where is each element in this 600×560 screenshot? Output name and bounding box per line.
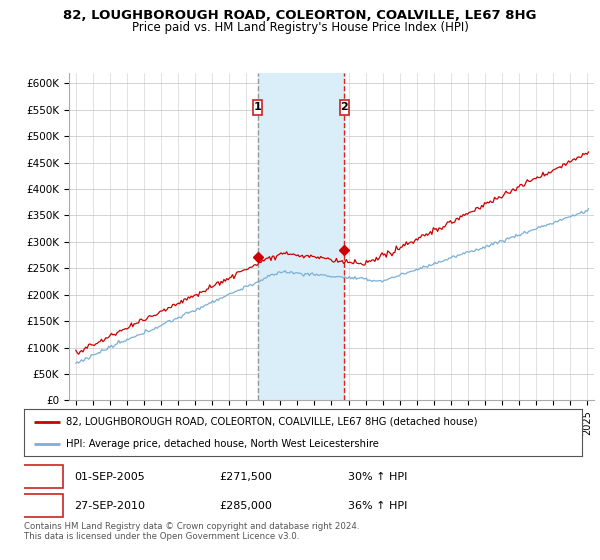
Text: 1: 1 (254, 102, 262, 112)
Text: £271,500: £271,500 (220, 472, 272, 482)
Text: 1: 1 (39, 472, 47, 482)
Text: Contains HM Land Registry data © Crown copyright and database right 2024.
This d: Contains HM Land Registry data © Crown c… (24, 522, 359, 542)
Text: 27-SEP-2010: 27-SEP-2010 (74, 501, 145, 511)
Text: Price paid vs. HM Land Registry's House Price Index (HPI): Price paid vs. HM Land Registry's House … (131, 21, 469, 34)
FancyBboxPatch shape (340, 100, 349, 115)
Text: 30% ↑ HPI: 30% ↑ HPI (347, 472, 407, 482)
FancyBboxPatch shape (23, 494, 63, 517)
Text: 01-SEP-2005: 01-SEP-2005 (74, 472, 145, 482)
Text: 82, LOUGHBOROUGH ROAD, COLEORTON, COALVILLE, LE67 8HG: 82, LOUGHBOROUGH ROAD, COLEORTON, COALVI… (63, 9, 537, 22)
Text: 82, LOUGHBOROUGH ROAD, COLEORTON, COALVILLE, LE67 8HG (detached house): 82, LOUGHBOROUGH ROAD, COLEORTON, COALVI… (66, 417, 478, 427)
Text: 36% ↑ HPI: 36% ↑ HPI (347, 501, 407, 511)
Bar (257, 73, 344, 400)
Text: 2: 2 (39, 501, 47, 511)
Text: 2: 2 (340, 102, 348, 112)
Text: HPI: Average price, detached house, North West Leicestershire: HPI: Average price, detached house, Nort… (66, 438, 379, 449)
FancyBboxPatch shape (253, 100, 262, 115)
FancyBboxPatch shape (23, 465, 63, 488)
Text: £285,000: £285,000 (220, 501, 272, 511)
